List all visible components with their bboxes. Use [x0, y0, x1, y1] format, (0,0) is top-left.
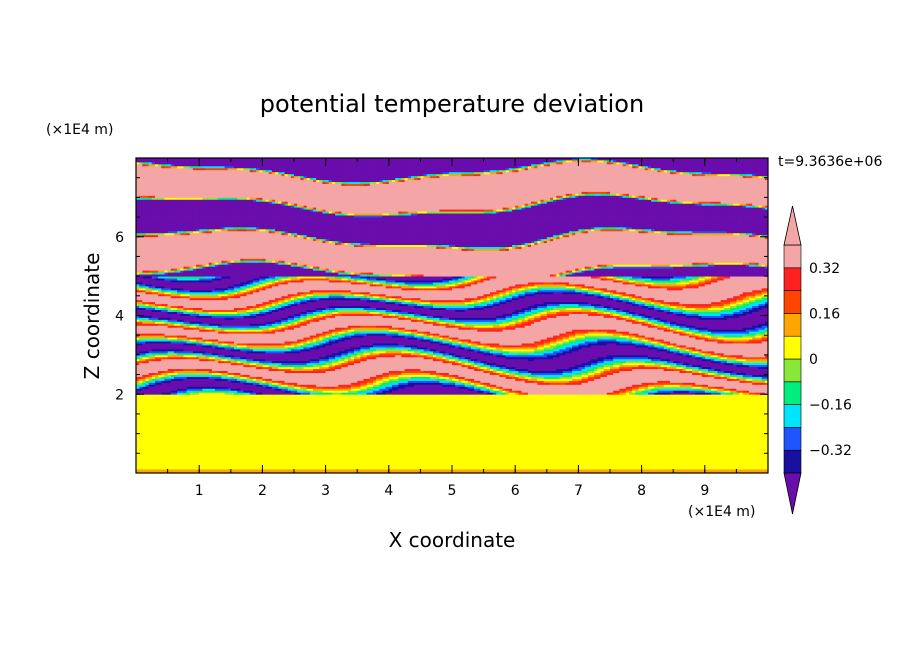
y-unit-label: (×1E4 m) [46, 122, 113, 138]
time-label: t=9.3636e+06 [778, 154, 882, 170]
contour-field [136, 158, 768, 473]
chart-title: potential temperature deviation [260, 90, 644, 118]
